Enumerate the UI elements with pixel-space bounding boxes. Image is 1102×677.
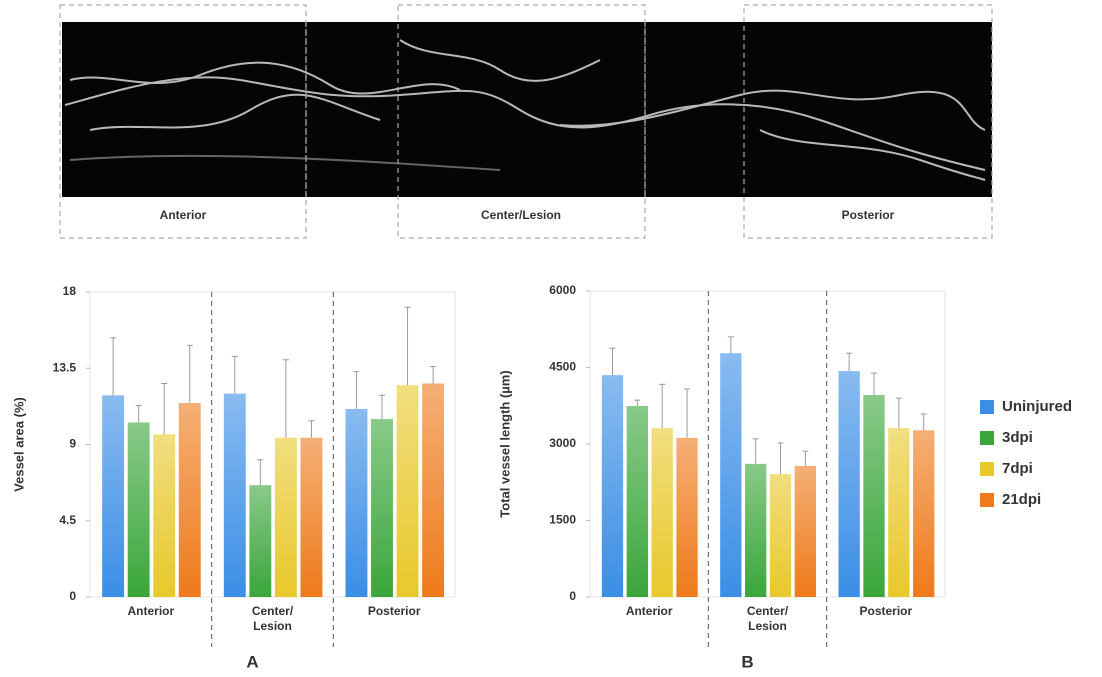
y-tick-label: 4.5	[59, 513, 76, 527]
bar	[179, 403, 201, 597]
region-label: Center/Lesion	[481, 208, 561, 222]
y-tick-label: 6000	[549, 283, 576, 297]
bar	[224, 394, 246, 597]
legend-label: 7dpi	[1002, 460, 1033, 477]
y-tick-label: 3000	[549, 436, 576, 450]
y-tick-label: 13.5	[53, 360, 77, 374]
bar	[745, 464, 766, 597]
micrograph: Anterior Center/Lesion Posterior	[60, 5, 992, 238]
bar	[249, 485, 271, 597]
bar	[422, 384, 444, 598]
region-label: Posterior	[842, 208, 895, 222]
legend-label: 21dpi	[1002, 491, 1041, 508]
y-tick-label: 9	[69, 437, 76, 451]
bar	[128, 422, 150, 597]
bar	[795, 466, 816, 597]
legend-label: Uninjured	[1002, 398, 1072, 415]
bar	[888, 428, 909, 597]
y-tick-label: 0	[69, 589, 76, 603]
bar	[300, 438, 322, 597]
x-tick-label: Center/ Lesion	[708, 604, 828, 634]
legend-swatch	[980, 400, 994, 414]
x-tick-label: Center/ Lesion	[213, 604, 333, 634]
bar	[839, 371, 860, 597]
figure: Anterior Center/Lesion Posterior 0 4.5 9 13…	[0, 0, 1102, 677]
y-tick-label: 1500	[549, 513, 576, 527]
bar	[627, 406, 648, 597]
panel-label: A	[246, 652, 258, 671]
region-label: Anterior	[160, 208, 207, 222]
legend-swatch	[980, 493, 994, 507]
bar	[652, 428, 673, 597]
y-axis-label: Total vessel length (µm)	[497, 370, 512, 517]
x-tick-label: Posterior	[826, 604, 946, 619]
y-tick-label: 0	[569, 589, 576, 603]
bar	[720, 353, 741, 597]
legend-swatch	[980, 431, 994, 445]
bar	[102, 395, 124, 597]
bar	[602, 375, 623, 597]
bar	[676, 438, 697, 597]
figure-svg: Anterior Center/Lesion Posterior 0 4.5 9 13…	[0, 0, 1102, 677]
bar	[397, 385, 419, 597]
x-tick-label: Anterior	[91, 604, 211, 619]
legend-label: 3dpi	[1002, 429, 1033, 446]
x-tick-label: Anterior	[589, 604, 709, 619]
bar	[913, 430, 934, 597]
bar	[770, 474, 791, 597]
bar	[863, 395, 884, 597]
legend-swatch	[980, 462, 994, 476]
bar	[275, 438, 297, 597]
y-tick-label: 18	[63, 284, 77, 298]
bar	[153, 434, 175, 597]
x-tick-label: Posterior	[334, 604, 454, 619]
y-tick-label: 4500	[549, 360, 576, 374]
panel-label: B	[741, 652, 753, 671]
bar	[371, 419, 393, 597]
bar	[346, 409, 368, 597]
y-axis-label: Vessel area (%)	[11, 397, 26, 492]
